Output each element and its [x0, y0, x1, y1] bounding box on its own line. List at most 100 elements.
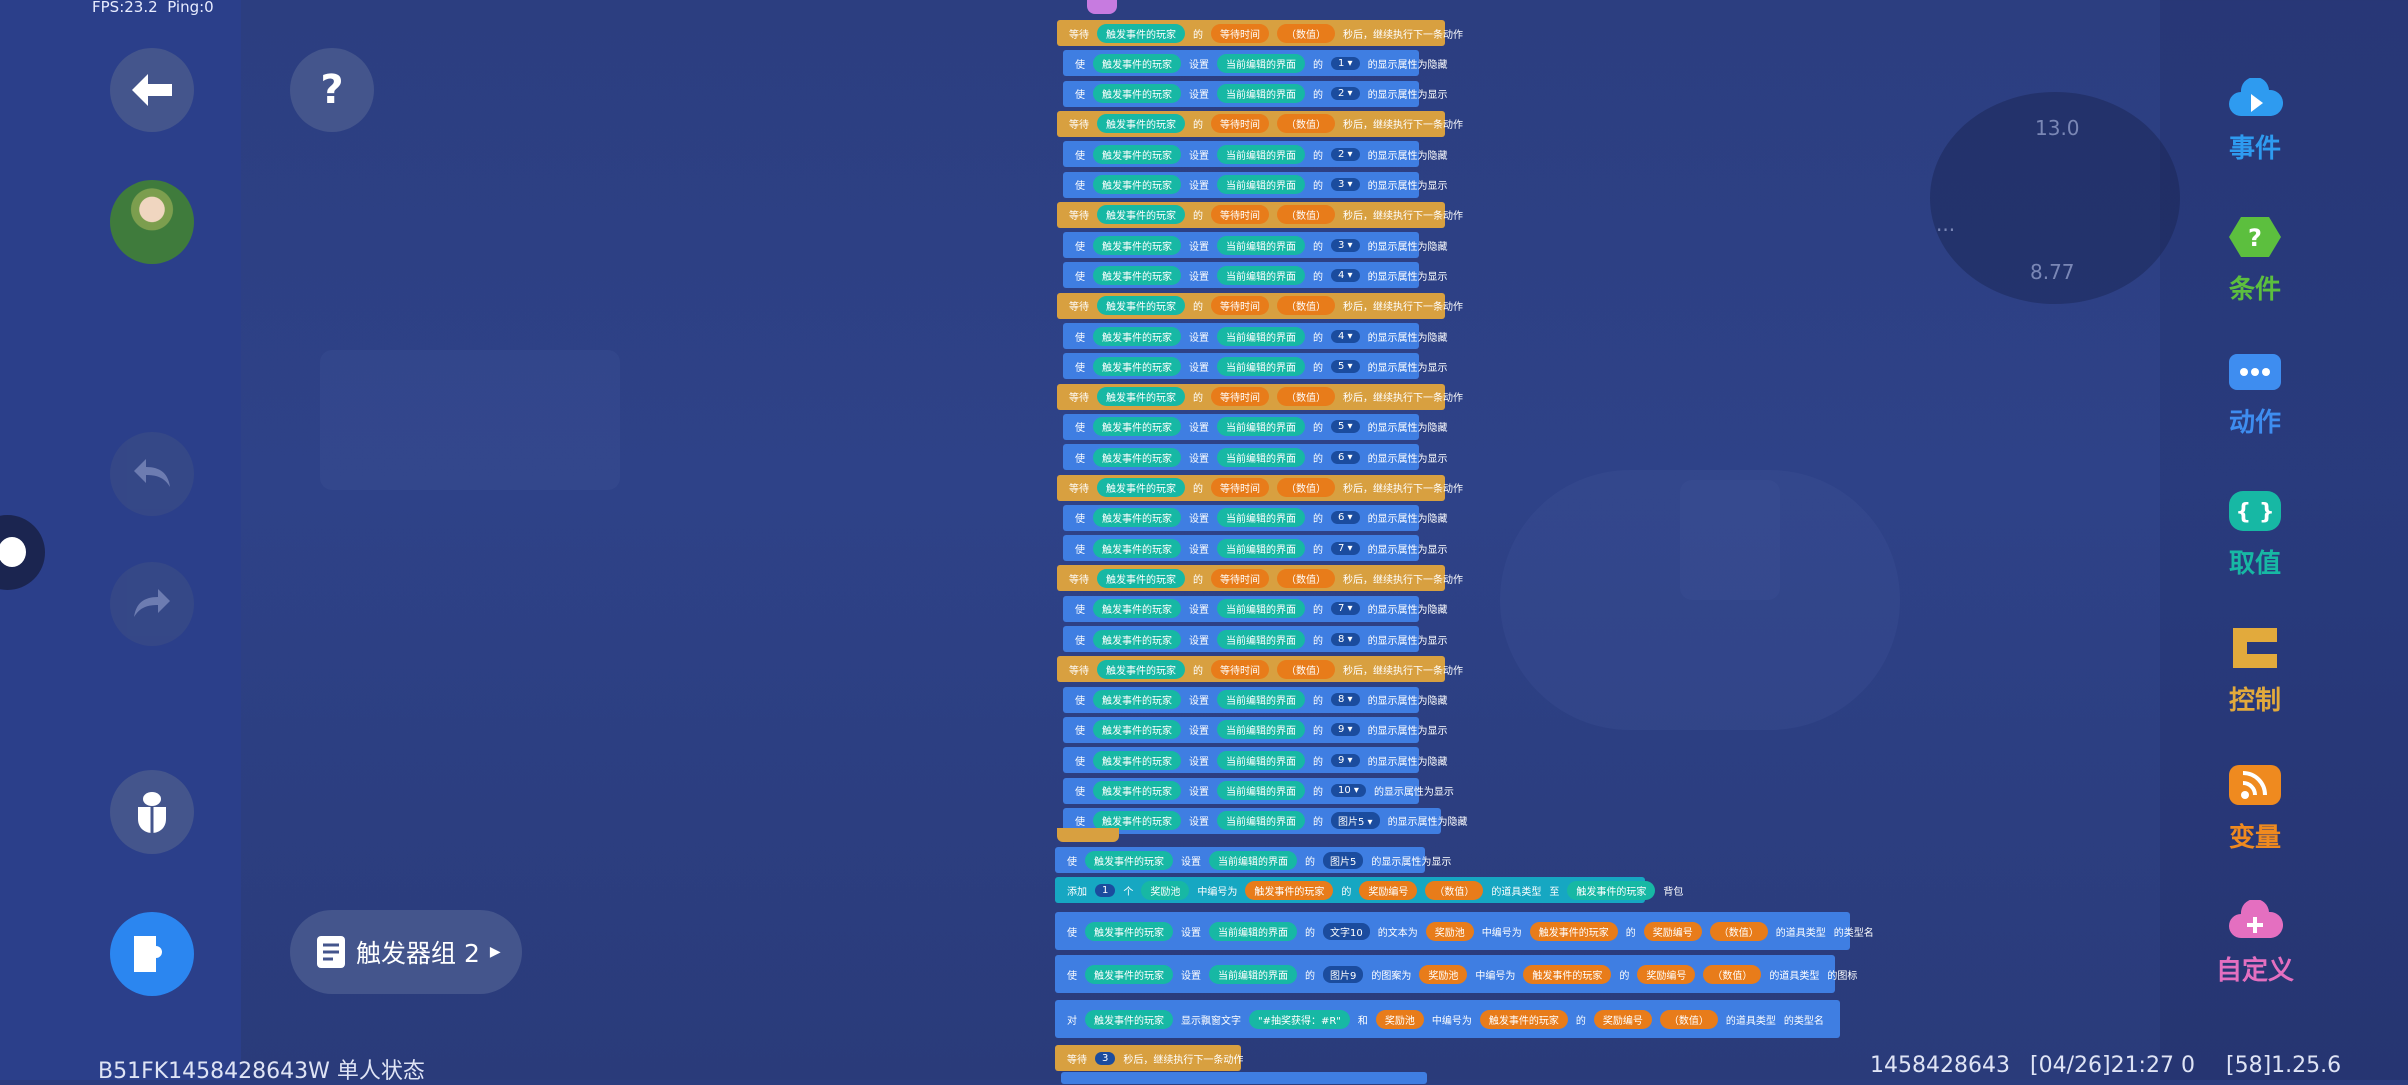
set-visibility-block[interactable]: 使触发事件的玩家 设置 当前编辑的界面的 5 ▾ 的显示属性为隐藏	[1063, 413, 1448, 440]
debug-button[interactable]	[110, 770, 194, 854]
set-text-block[interactable]: 使触发事件的玩家 设置 当前编辑的界面的文字10 的文本为 奖励池 中编号为 触发事件的玩家…	[1055, 912, 1874, 950]
block-text: 设置	[1189, 271, 1209, 283]
category-c-block[interactable]: 控制	[2200, 626, 2310, 717]
block-text: 设置	[1189, 544, 1209, 556]
category-hexagon-question[interactable]: ? 条件	[2200, 215, 2310, 306]
player-reporter: 触发事件的玩家	[1093, 629, 1181, 649]
block-keyword: 使	[1075, 756, 1085, 768]
block-text: 的	[1193, 120, 1203, 132]
block-text: 对	[1067, 1015, 1077, 1027]
block-text: 的显示属性为隐藏	[1367, 332, 1448, 344]
category-label: 变量	[2228, 823, 2281, 853]
wait-block[interactable]: 等待 触发事件的玩家的等待时间 （数值） 秒后，继续执行下一条动作	[1057, 201, 1463, 228]
set-visibility-block[interactable]: 使触发事件的玩家 设置 当前编辑的界面的 4 ▾ 的显示属性为显示	[1063, 262, 1448, 289]
block-text: 当前编辑的界面	[1209, 964, 1297, 984]
wait-block[interactable]: 等待 触发事件的玩家的等待时间 （数值） 秒后，继续执行下一条动作	[1057, 292, 1463, 319]
set-visibility-block[interactable]: 使触发事件的玩家 设置 当前编辑的界面的 3 ▾ 的显示属性为隐藏	[1063, 232, 1448, 259]
block-text: 的	[1313, 423, 1323, 435]
block-text: 的	[1305, 970, 1315, 982]
set-visibility-block[interactable]: 使触发事件的玩家 设置 当前编辑的界面的 7 ▾ 的显示属性为隐藏	[1063, 595, 1448, 622]
set-visibility-block[interactable]: 使触发事件的玩家 设置 当前编辑的界面的 1 ▾ 的显示属性为隐藏	[1063, 50, 1448, 77]
set-visibility-block[interactable]: 使触发事件的玩家 设置 当前编辑的界面的 9 ▾ 的显示属性为隐藏	[1063, 747, 1448, 774]
screen-reporter: 当前编辑的界面	[1217, 235, 1305, 255]
set-visibility-block[interactable]: 使触发事件的玩家 设置 当前编辑的界面的图片5 ▾ 的显示属性为隐藏	[1063, 807, 1468, 834]
category-braces[interactable]: { } 取值	[2200, 489, 2310, 580]
screen-reporter: 当前编辑的界面	[1217, 53, 1305, 73]
undo-button[interactable]	[110, 432, 194, 516]
set-visibility-block[interactable]: 使触发事件的玩家 设置 当前编辑的界面的 9 ▾ 的显示属性为显示	[1063, 716, 1448, 743]
show-floating-text-block[interactable]: 对触发事件的玩家 显示飘窗文字 "#抽奖获得：#R" 和奖励池 中编号为 触发事件的玩家的…	[1055, 1000, 1840, 1038]
set-visibility-block[interactable]: 使触发事件的玩家 设置 当前编辑的界面的 2 ▾ 的显示属性为显示	[1063, 80, 1448, 107]
block-text: 秒后，继续执行下一条动作	[1343, 211, 1463, 223]
block-text: 使	[1067, 970, 1077, 982]
set-image-block[interactable]: 使触发事件的玩家 设置 当前编辑的界面的图片9 的图案为 奖励池 中编号为 触发事件的玩家的…	[1055, 955, 1857, 993]
block-keyword: 等待	[1069, 211, 1089, 223]
screen-reporter: 当前编辑的界面	[1217, 447, 1305, 467]
wait-block[interactable]: 等待 触发事件的玩家的等待时间 （数值） 秒后，继续执行下一条动作	[1057, 474, 1463, 501]
set-visibility-block[interactable]: 使触发事件的玩家 设置 当前编辑的界面的 6 ▾ 的显示属性为显示	[1063, 444, 1448, 471]
block-keyword: 使	[1075, 59, 1085, 71]
screen-reporter: 当前编辑的界面	[1217, 326, 1305, 346]
player-reporter: 触发事件的玩家	[1097, 23, 1185, 43]
block-text: 的	[1305, 927, 1315, 939]
block-text: 的道具类型	[1491, 886, 1542, 898]
set-visibility-block[interactable]: 使触发事件的玩家 设置 当前编辑的界面的 3 ▾ 的显示属性为显示	[1063, 171, 1448, 198]
set-visibility-block[interactable]: 使触发事件的玩家 设置 当前编辑的界面的 7 ▾ 的显示属性为显示	[1063, 535, 1448, 562]
block-text: 的	[1313, 90, 1323, 102]
player-reporter: 触发事件的玩家	[1093, 781, 1181, 800]
block-text: 的	[1313, 59, 1323, 71]
fps-text: FPS:23.2	[92, 0, 158, 16]
player-reporter: 触发事件的玩家	[1097, 568, 1185, 588]
date-time: [04/26]21:27 0	[2030, 1053, 2195, 1078]
avatar[interactable]	[110, 180, 194, 264]
block-text: 的	[1193, 29, 1203, 41]
category-dots-block[interactable]: 动作	[2200, 352, 2310, 439]
screen-reporter: 当前编辑的界面	[1217, 629, 1305, 649]
block-keyword: 使	[1075, 241, 1085, 253]
wait-block[interactable]: 等待 触发事件的玩家的等待时间 （数值） 秒后，继续执行下一条动作	[1057, 565, 1463, 592]
block-text: 文字10	[1323, 922, 1370, 940]
wait-block[interactable]: 等待 触发事件的玩家的等待时间 （数值） 秒后，继续执行下一条动作	[1057, 656, 1463, 683]
trigger-panel-button[interactable]	[110, 912, 194, 996]
wait-block[interactable]: 等待 触发事件的玩家的等待时间 （数值） 秒后，继续执行下一条动作	[1057, 20, 1463, 46]
block-workspace[interactable]: 等待 触发事件的玩家的等待时间 （数值） 秒后，继续执行下一条动作使触发事件的玩家 设置…	[1055, 0, 1874, 1084]
help-button[interactable]: ?	[290, 48, 374, 132]
redo-button[interactable]	[110, 562, 194, 646]
set-visibility-block[interactable]: 使触发事件的玩家 设置 当前编辑的界面的 10 ▾ 的显示属性为显示	[1063, 777, 1454, 804]
add-item-block[interactable]: 添加 1 个奖励池 中编号为 触发事件的玩家的奖励编号 （数值） 的道具类型至触发事件的玩家…	[1055, 877, 1683, 903]
set-visibility-block[interactable]: 使触发事件的玩家 设置 当前编辑的界面的 8 ▾ 的显示属性为显示	[1063, 626, 1448, 652]
block-text: 设置	[1189, 696, 1209, 708]
element-dropdown: 7 ▾	[1331, 541, 1360, 555]
set-visibility-block[interactable]: 使触发事件的玩家 设置 当前编辑的界面的 2 ▾ 的显示属性为隐藏	[1063, 141, 1448, 168]
wait-block[interactable]: 等待 触发事件的玩家的等待时间 （数值） 秒后，继续执行下一条动作	[1057, 110, 1463, 137]
trigger-group-selector[interactable]: 触发器组 2 ▶	[290, 910, 522, 994]
next-block-partial[interactable]	[1061, 1072, 1427, 1084]
block-text: 的	[1313, 787, 1323, 798]
set-visibility-block[interactable]: 使触发事件的玩家 设置 当前编辑的界面的 8 ▾ 的显示属性为隐藏	[1063, 686, 1448, 713]
category-rss[interactable]: 变量	[2200, 763, 2310, 854]
c-block-icon	[2227, 626, 2283, 674]
player-reporter: 触发事件的玩家	[1093, 690, 1181, 710]
block-text: 的显示属性为显示	[1367, 726, 1448, 738]
player-reporter: 触发事件的玩家	[1093, 417, 1181, 437]
category-cloud-plus[interactable]: 自定义	[2200, 898, 2310, 987]
block-text: 图片9	[1323, 965, 1364, 983]
block-text: 的显示属性为显示	[1367, 181, 1448, 192]
block-text: 的类型名	[1783, 1015, 1824, 1027]
element-dropdown: 3 ▾	[1331, 238, 1360, 252]
block-keyword: 使	[1075, 726, 1085, 738]
set-visibility-block[interactable]: 使触发事件的玩家 设置 当前编辑的界面的 5 ▾ 的显示属性为显示	[1063, 353, 1448, 380]
back-button[interactable]	[110, 48, 194, 132]
number-reporter: （数值）	[1277, 23, 1335, 43]
wait-block[interactable]: 等待 触发事件的玩家的等待时间 （数值） 秒后，继续执行下一条动作	[1057, 383, 1463, 410]
block-text: 设置	[1189, 362, 1209, 374]
wait-seconds-block[interactable]: 等待 3 秒后，继续执行下一条动作	[1055, 1045, 1243, 1071]
set-visibility-block[interactable]: 使触发事件的玩家 设置 当前编辑的界面的图片5 的显示属性为显示	[1055, 847, 1451, 873]
block-text: 个	[1123, 886, 1134, 898]
side-handle[interactable]	[0, 515, 45, 590]
block-text: 中编号为	[1475, 970, 1516, 982]
set-visibility-block[interactable]: 使触发事件的玩家 设置 当前编辑的界面的 6 ▾ 的显示属性为隐藏	[1063, 504, 1448, 531]
category-cloud-play[interactable]: 事件	[2200, 76, 2310, 165]
screen-reporter: 当前编辑的界面	[1217, 750, 1305, 770]
set-visibility-block[interactable]: 使触发事件的玩家 设置 当前编辑的界面的 4 ▾ 的显示属性为隐藏	[1063, 323, 1448, 349]
